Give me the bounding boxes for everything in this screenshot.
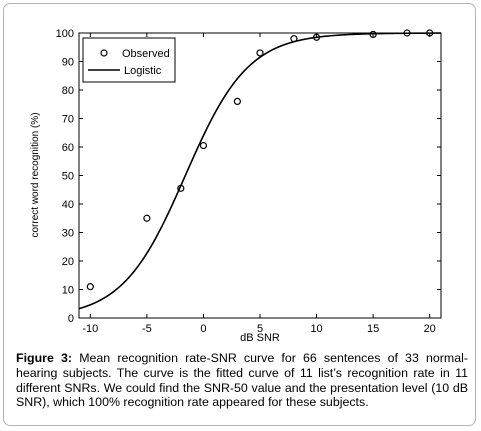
caption-text: Mean recognition rate-SNR curve for 66 s… [16, 351, 468, 410]
y-tick-label: 10 [62, 285, 74, 297]
y-tick-label: 50 [62, 171, 74, 183]
x-tick-label: -5 [142, 323, 152, 335]
observed-point [426, 29, 434, 37]
legend-box [82, 37, 176, 83]
x-tick-label: 5 [257, 323, 263, 335]
x-tick-label: -10 [82, 323, 98, 335]
y-axis-label: correct word recognition (%) [30, 112, 41, 237]
y-tick-label: 80 [62, 85, 74, 97]
y-tick-label: 0 [68, 313, 74, 325]
y-tick-label: 60 [62, 142, 74, 154]
observed-point [86, 283, 94, 291]
y-tick-label: 20 [62, 256, 74, 268]
y-tick-label: 90 [62, 57, 74, 69]
observed-point [256, 49, 264, 57]
observed-point [177, 184, 185, 192]
observed-point [290, 35, 298, 43]
x-tick-label: 10 [310, 323, 322, 335]
observed-point [233, 97, 241, 106]
y-tick-label: 30 [62, 228, 74, 240]
observed-point [312, 33, 321, 41]
observed-points [86, 29, 434, 291]
legend: Observed Logistic [82, 37, 176, 83]
x-tick-label: 15 [367, 323, 379, 335]
legend-marker-observed [100, 49, 108, 57]
observed-point [403, 29, 411, 37]
observed-point [143, 214, 151, 222]
legend-label-observed: Observed [122, 48, 170, 60]
x-tick-label: 0 [200, 323, 206, 335]
observed-point [199, 141, 208, 150]
observed-point [369, 30, 377, 39]
x-axis-label: dB SNR [240, 332, 280, 344]
logistic-curve [78, 32, 442, 310]
figure-caption: Figure 3: Mean recognition rate-SNR curv… [16, 351, 468, 410]
x-tick-label: 20 [424, 323, 436, 335]
legend-label-logistic: Logistic [124, 65, 162, 77]
y-tick-label: 100 [56, 28, 74, 40]
axis-ticks: -10 -5 0 5 10 15 20 0 10 20 30 40 50 60 70 80 90 100 [56, 28, 441, 335]
chart: -10 -5 0 5 10 15 20 0 10 20 30 40 50 60 70 80 90 100 dB S… [30, 28, 442, 344]
y-tick-label: 40 [62, 199, 74, 211]
caption-label: Figure 3: [16, 351, 73, 365]
y-tick-label: 70 [62, 114, 74, 126]
